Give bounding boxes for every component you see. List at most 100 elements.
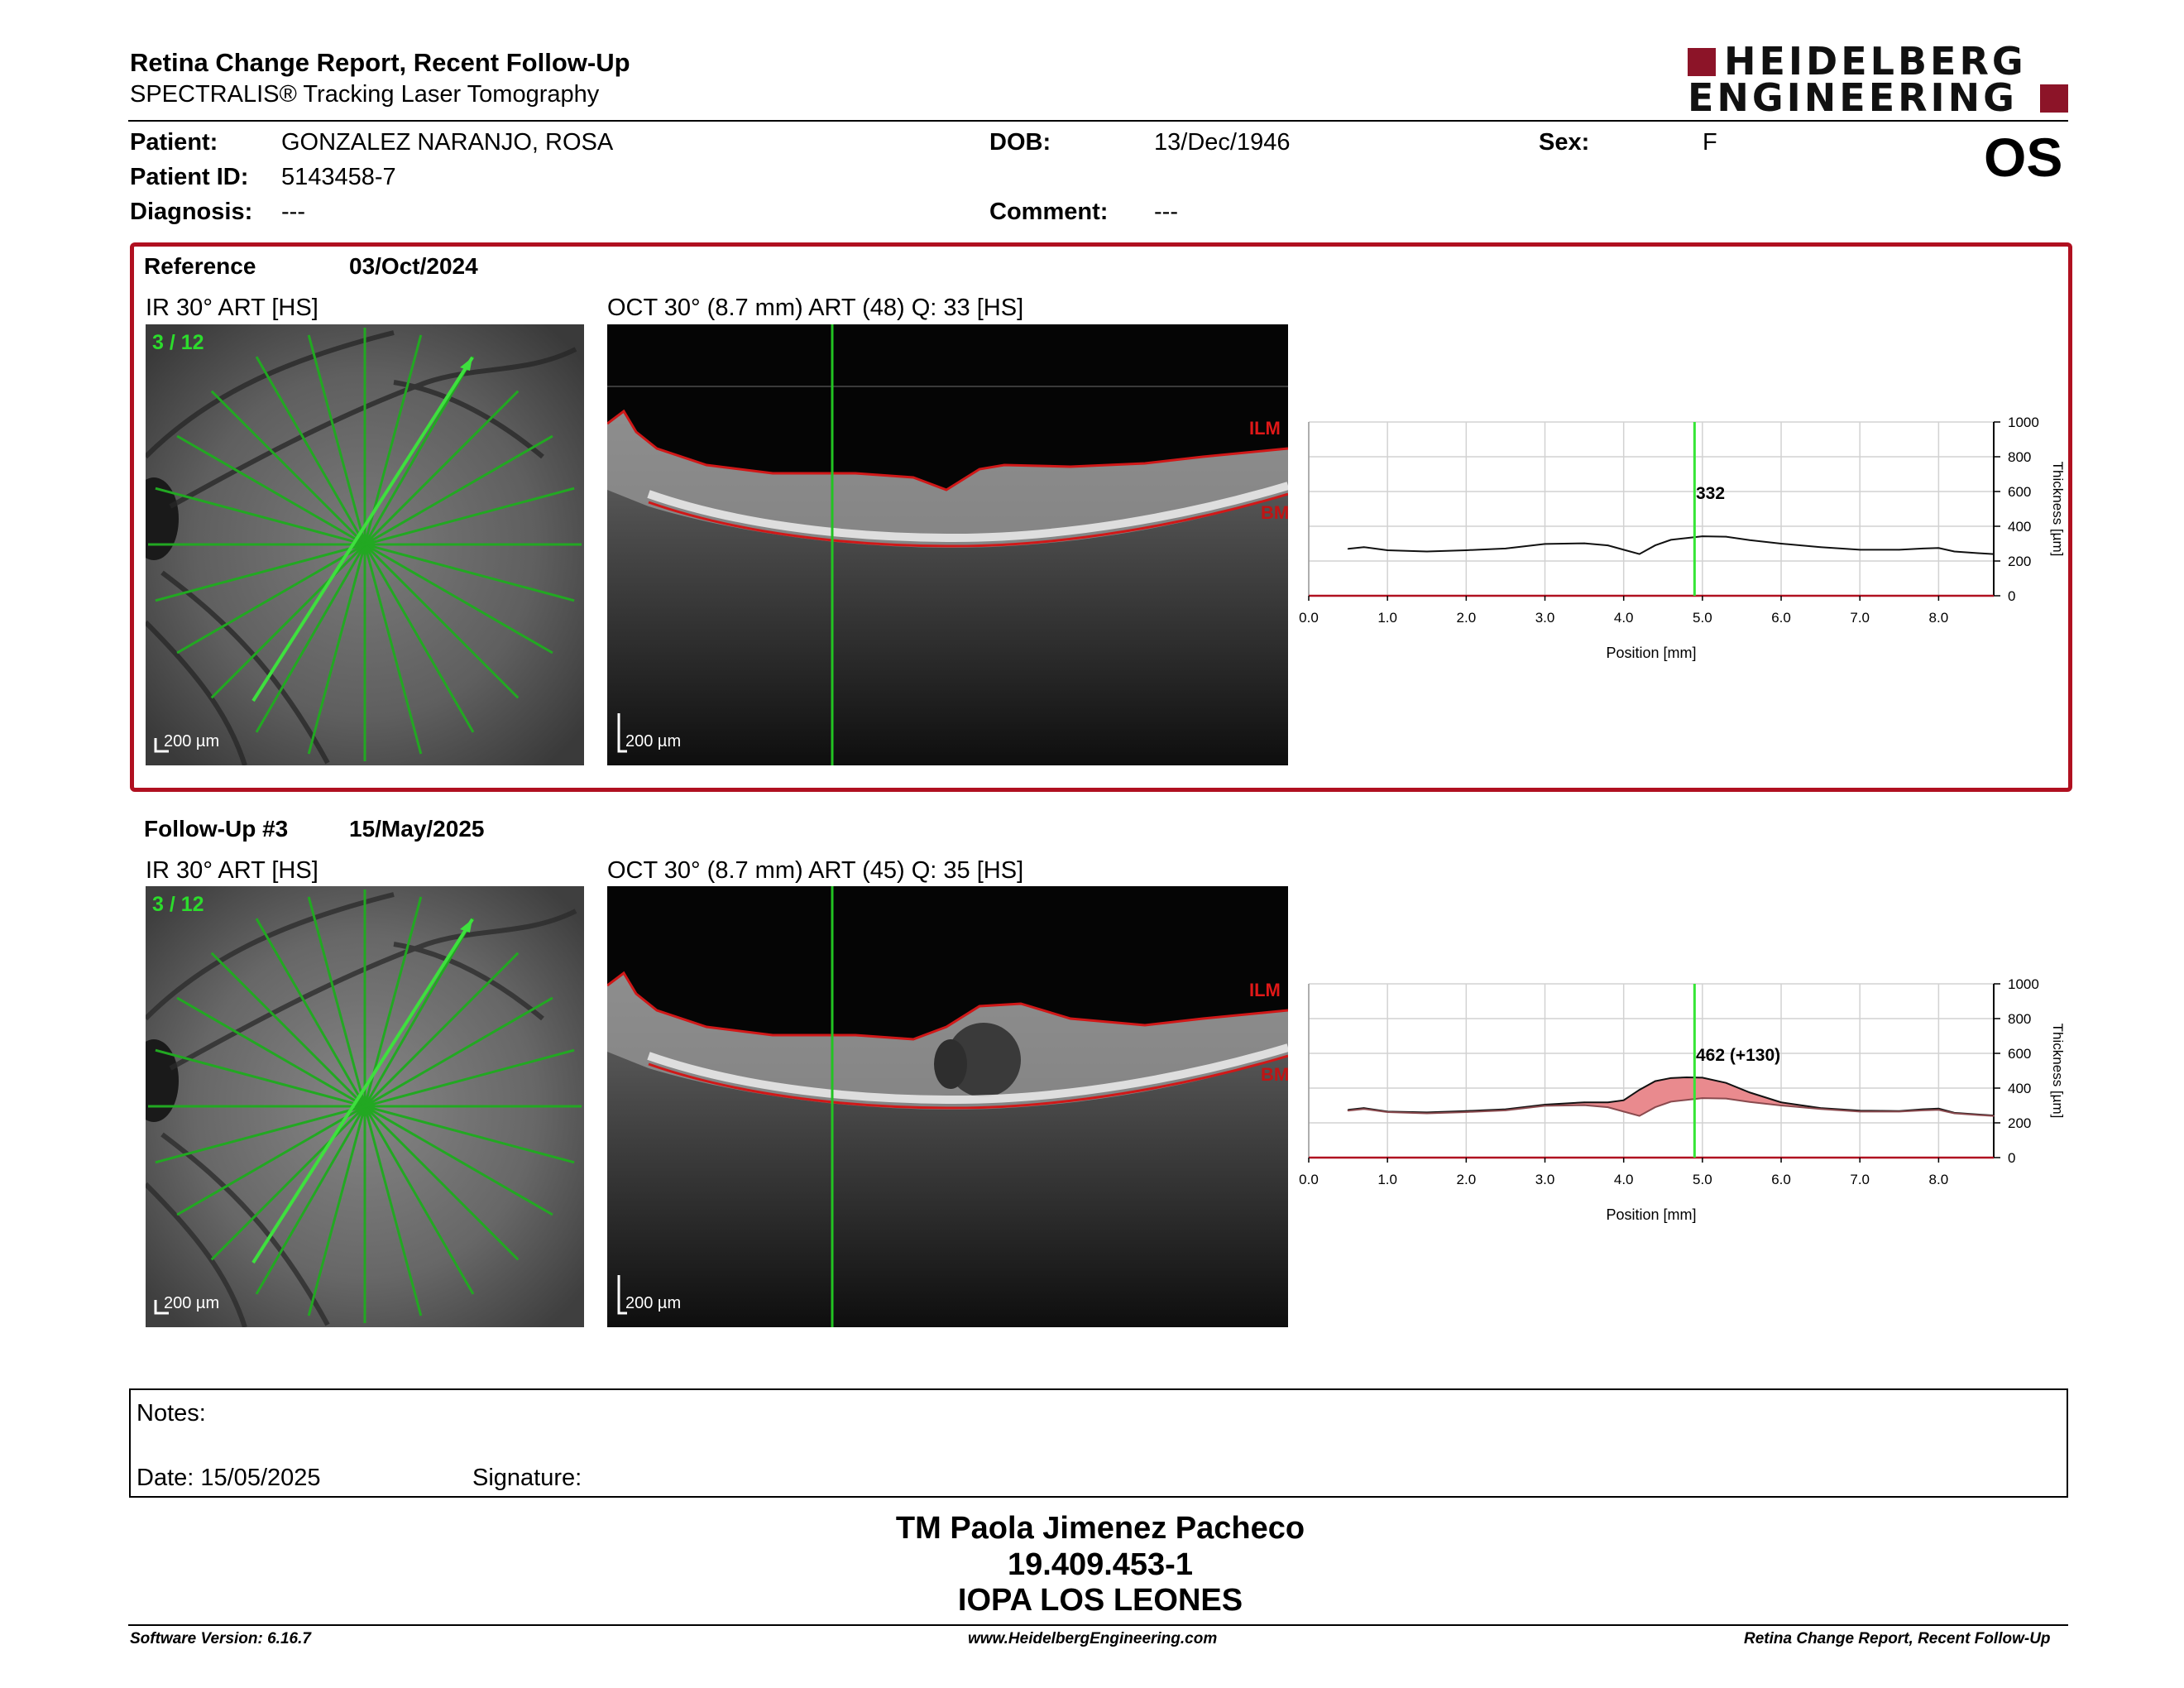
footer-report-name: Retina Change Report, Recent Follow-Up <box>1744 1630 2051 1647</box>
thickness-point <box>1977 552 1979 554</box>
thickness-point <box>1505 1110 1506 1111</box>
reference-thickness-chart: 0.0 1.0 2.0 3.0 4.0 5.0 6.0 7.0 8.0 0 200 400 600 800… <box>1299 415 2066 661</box>
thickness-point <box>1347 1110 1349 1112</box>
scan-line <box>155 1048 575 1164</box>
reference-ilm-label: ILM <box>1249 418 1281 439</box>
thickness-point <box>1505 548 1506 549</box>
reference-bm-line <box>648 492 1288 548</box>
x-tick-label: 4.0 <box>1614 610 1634 626</box>
x-tick-label: 1.0 <box>1377 610 1397 626</box>
thickness-point <box>1607 1101 1609 1104</box>
thickness-point <box>1686 1099 1688 1101</box>
signature-label: Signature: <box>472 1465 582 1491</box>
followup-ilm-label: ILM <box>1249 980 1281 1000</box>
reference-ir-image[interactable]: 3 / 12 200 µm <box>146 324 584 765</box>
followup-oct-image[interactable]: ILM BM 200 µm <box>607 886 1288 1327</box>
comment-label: Comment: <box>989 199 1109 225</box>
patient-id-label: Patient ID: <box>130 164 249 190</box>
report-title: Retina Change Report, Recent Follow-Up <box>130 48 630 77</box>
notes-box: Notes: Date: 15/05/2025 Signature: <box>129 1388 2068 1498</box>
thickness-point <box>1953 550 1956 553</box>
y-tick-label: 1000 <box>2008 415 2039 430</box>
reference-bm-label: BM <box>1261 502 1288 523</box>
thickness-point <box>1544 543 1546 545</box>
thickness-point <box>1993 553 1995 555</box>
thickness-point <box>1937 1109 1940 1111</box>
thickness-point <box>1583 542 1585 544</box>
thickness-point <box>1898 549 1900 551</box>
reference-scan-index: 3 / 12 <box>152 331 204 354</box>
thickness-point <box>1749 539 1751 541</box>
thickness-point <box>1780 1101 1782 1104</box>
thickness-point <box>1702 1077 1703 1079</box>
diagnosis-value: --- <box>281 199 305 225</box>
followup-bm-line <box>648 1054 1288 1110</box>
thickness-point <box>1686 1077 1688 1078</box>
report-subtitle: SPECTRALIS® Tracking Laser Tomography <box>130 81 600 108</box>
radial-scan-lines <box>148 328 582 761</box>
x-axis-title: Position [mm] <box>1606 645 1696 661</box>
followup-value-label: 462 (+130) <box>1696 1046 1781 1065</box>
dob-value: 13/Dec/1946 <box>1154 129 1291 156</box>
scale-bar-icon <box>617 713 627 753</box>
x-tick-label: 5.0 <box>1693 1172 1712 1187</box>
thickness-point <box>1819 1108 1822 1110</box>
thickness-point <box>1607 1106 1609 1108</box>
y-tick-label: 200 <box>2008 554 2031 569</box>
x-tick-label: 4.0 <box>1614 1172 1634 1187</box>
y-tick-label: 600 <box>2008 484 2031 500</box>
x-tick-label: 5.0 <box>1693 610 1712 626</box>
thickness-point <box>1425 550 1428 553</box>
dob-label: DOB: <box>989 129 1051 156</box>
followup-ir-image[interactable]: 3 / 12 200 µm <box>146 886 584 1327</box>
footer-website[interactable]: www.HeidelbergEngineering.com <box>968 1630 1218 1647</box>
thickness-series-line <box>1348 1076 1995 1117</box>
heidelberg-logo: HEIDELBERG ENGINEERING <box>1688 42 2072 120</box>
y-tick-label: 200 <box>2008 1115 2031 1131</box>
x-tick-label: 7.0 <box>1850 610 1870 626</box>
optic-disc <box>146 477 179 560</box>
patient-name: GONZALEZ NARANJO, ROSA <box>281 129 614 156</box>
followup-oct-title: OCT 30° (8.7 mm) ART (45) Q: 35 [HS] <box>607 857 1024 884</box>
thickness-point <box>1937 547 1940 549</box>
logo-line2: ENGINEERING <box>1688 75 2018 120</box>
reference-panel <box>130 242 2072 792</box>
diagnosis-label: Diagnosis: <box>130 199 253 225</box>
thickness-point <box>1654 1106 1656 1108</box>
reference-label: Reference <box>144 253 256 279</box>
scale-bar-icon <box>154 738 169 753</box>
reference-oct-title: OCT 30° (8.7 mm) ART (48) Q: 33 [HS] <box>607 295 1024 321</box>
y-tick-label: 400 <box>2008 519 2031 535</box>
thickness-point <box>1669 1101 1672 1103</box>
x-tick-label: 3.0 <box>1535 610 1555 626</box>
signer-name: TM Paola Jimenez Pacheco <box>895 1511 1305 1546</box>
thickness-point <box>1654 1080 1656 1082</box>
thickness-point <box>1669 1077 1672 1079</box>
reference-oct-image[interactable]: ILM BM 200 µm <box>607 324 1288 765</box>
thickness-series-line <box>1348 535 1995 555</box>
y-tick-label: 0 <box>2008 588 2015 604</box>
thickness-point <box>1347 548 1349 550</box>
thickness-point <box>1993 1115 1995 1117</box>
scan-arrow-head <box>460 357 472 371</box>
x-tick-label: 0.0 <box>1299 1172 1319 1187</box>
cystic-lesion <box>946 1023 1021 1097</box>
thickness-point <box>1953 1112 1956 1115</box>
thickness-point <box>1780 543 1782 544</box>
followup-bm-label: BM <box>1261 1064 1288 1085</box>
thickness-point <box>1465 1111 1468 1113</box>
sex-label: Sex: <box>1539 129 1590 156</box>
x-tick-label: 6.0 <box>1771 610 1791 626</box>
followup-scan-index: 3 / 12 <box>152 893 204 916</box>
eye-indicator: OS <box>1984 127 2063 188</box>
signer-institution: IOPA LOS LEONES <box>957 1583 1243 1618</box>
followup-ilm-line <box>607 971 1288 1041</box>
x-tick-label: 2.0 <box>1457 1172 1477 1187</box>
reference-oct-svg: ILM BM 200 µm <box>607 324 1288 765</box>
thickness-point <box>1922 548 1924 549</box>
signer-rut: 19.409.453-1 <box>1008 1547 1193 1582</box>
thickness-point <box>1702 1097 1703 1099</box>
thickness-point <box>1749 1091 1751 1094</box>
thickness-point <box>1749 1101 1751 1103</box>
x-axis-title: Position [mm] <box>1606 1206 1696 1223</box>
